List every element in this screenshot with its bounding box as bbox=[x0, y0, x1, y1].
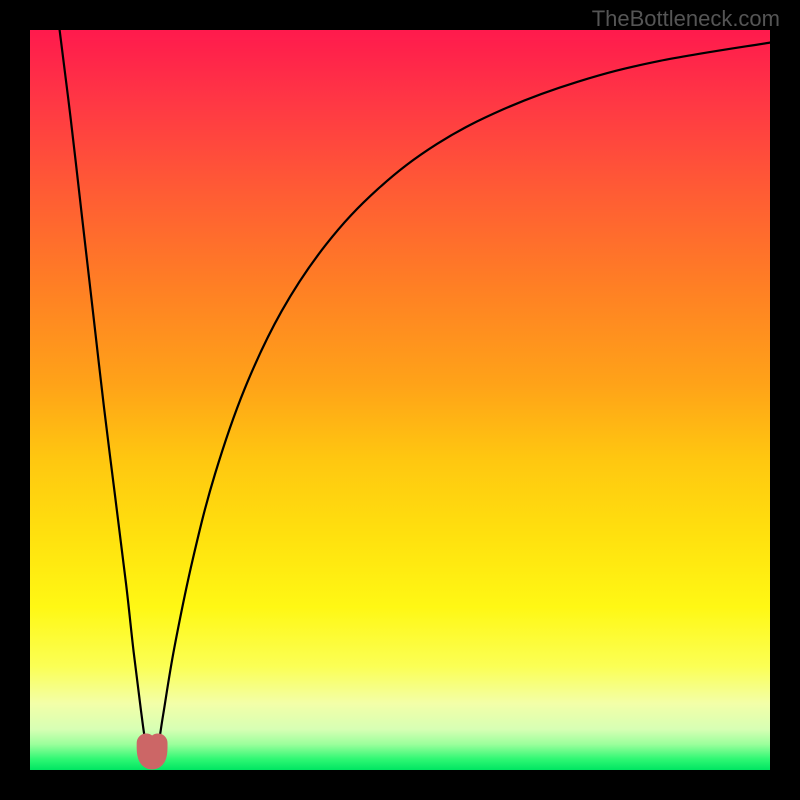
min-marker bbox=[146, 743, 158, 760]
plot-area bbox=[30, 30, 770, 770]
curve-layer bbox=[30, 30, 770, 770]
watermark-text: TheBottleneck.com bbox=[592, 6, 780, 32]
chart-container: TheBottleneck.com bbox=[0, 0, 800, 800]
bottleneck-curve bbox=[60, 30, 770, 755]
